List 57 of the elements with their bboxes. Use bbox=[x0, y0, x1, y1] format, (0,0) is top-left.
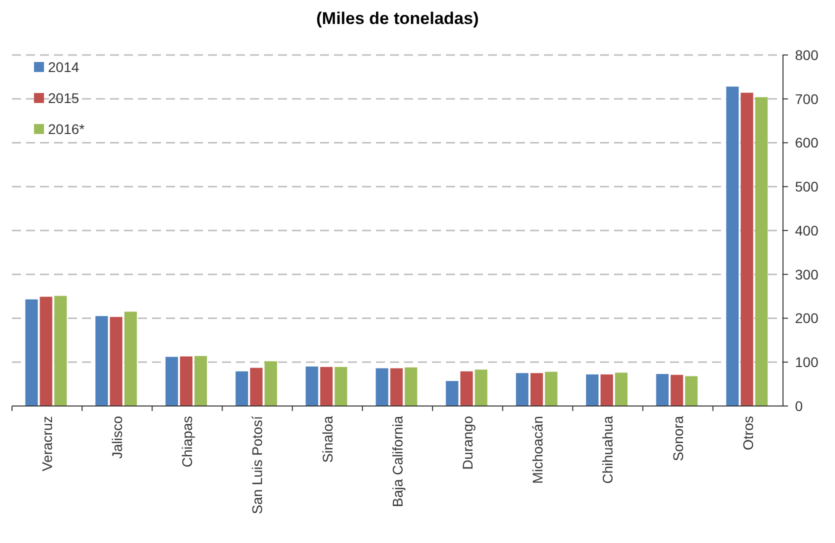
bar bbox=[166, 356, 178, 406]
x-tick-label: Michoacán bbox=[530, 416, 546, 484]
bar bbox=[376, 368, 388, 406]
bar bbox=[194, 356, 207, 406]
bar bbox=[95, 316, 108, 406]
bar bbox=[726, 86, 739, 406]
bar bbox=[404, 367, 418, 406]
legend-label: 2014 bbox=[48, 58, 80, 75]
y-tick-label: 200 bbox=[795, 310, 819, 326]
bar bbox=[685, 376, 698, 406]
bar bbox=[236, 371, 248, 406]
y-tick-label: 0 bbox=[795, 398, 803, 414]
bar bbox=[586, 374, 599, 406]
bar bbox=[334, 366, 348, 406]
bar bbox=[755, 97, 768, 406]
x-tick-label: Veracruz bbox=[38, 416, 55, 472]
x-tick-label: Sonora bbox=[670, 416, 686, 462]
bar bbox=[25, 299, 38, 406]
chart-title: (Miles de toneladas) bbox=[316, 9, 479, 28]
y-tick-label: 800 bbox=[795, 46, 819, 63]
bar bbox=[54, 296, 67, 406]
x-tick-label: Sinaloa bbox=[319, 416, 336, 463]
bar bbox=[264, 361, 278, 406]
bar bbox=[446, 380, 458, 406]
bar bbox=[320, 366, 333, 406]
x-tick-label: Baja California bbox=[389, 416, 406, 508]
bar bbox=[390, 368, 403, 406]
bar bbox=[516, 373, 528, 406]
bar bbox=[250, 368, 263, 406]
x-tick-label: Jalisco bbox=[109, 416, 126, 459]
x-tick-label: Durango bbox=[459, 416, 476, 470]
x-tick-label: San Luis Potosí bbox=[249, 416, 266, 514]
y-tick-label: 400 bbox=[795, 222, 819, 238]
x-tick-label: Chihuahua bbox=[600, 416, 616, 484]
bar bbox=[110, 316, 122, 406]
bar bbox=[40, 296, 52, 406]
bar bbox=[530, 373, 543, 406]
bar bbox=[656, 374, 669, 406]
bar bbox=[544, 372, 558, 406]
bar bbox=[670, 374, 684, 406]
bar bbox=[615, 372, 628, 406]
y-tick-label: 700 bbox=[795, 90, 819, 107]
x-tick-label: Chiapas bbox=[179, 416, 196, 468]
legend-label: 2015 bbox=[48, 90, 80, 106]
bar bbox=[124, 312, 137, 406]
bar bbox=[180, 356, 192, 406]
y-tick-label: 500 bbox=[795, 178, 819, 195]
y-tick-label: 300 bbox=[795, 266, 819, 282]
bar bbox=[460, 371, 473, 406]
bar bbox=[474, 370, 488, 406]
x-tick-label: Otros bbox=[740, 416, 756, 450]
bar bbox=[740, 92, 754, 406]
bar bbox=[600, 374, 614, 406]
y-tick-label: 600 bbox=[795, 134, 819, 151]
bar bbox=[306, 366, 318, 406]
legend-label: 2016* bbox=[48, 120, 86, 137]
y-tick-label: 100 bbox=[795, 354, 819, 370]
